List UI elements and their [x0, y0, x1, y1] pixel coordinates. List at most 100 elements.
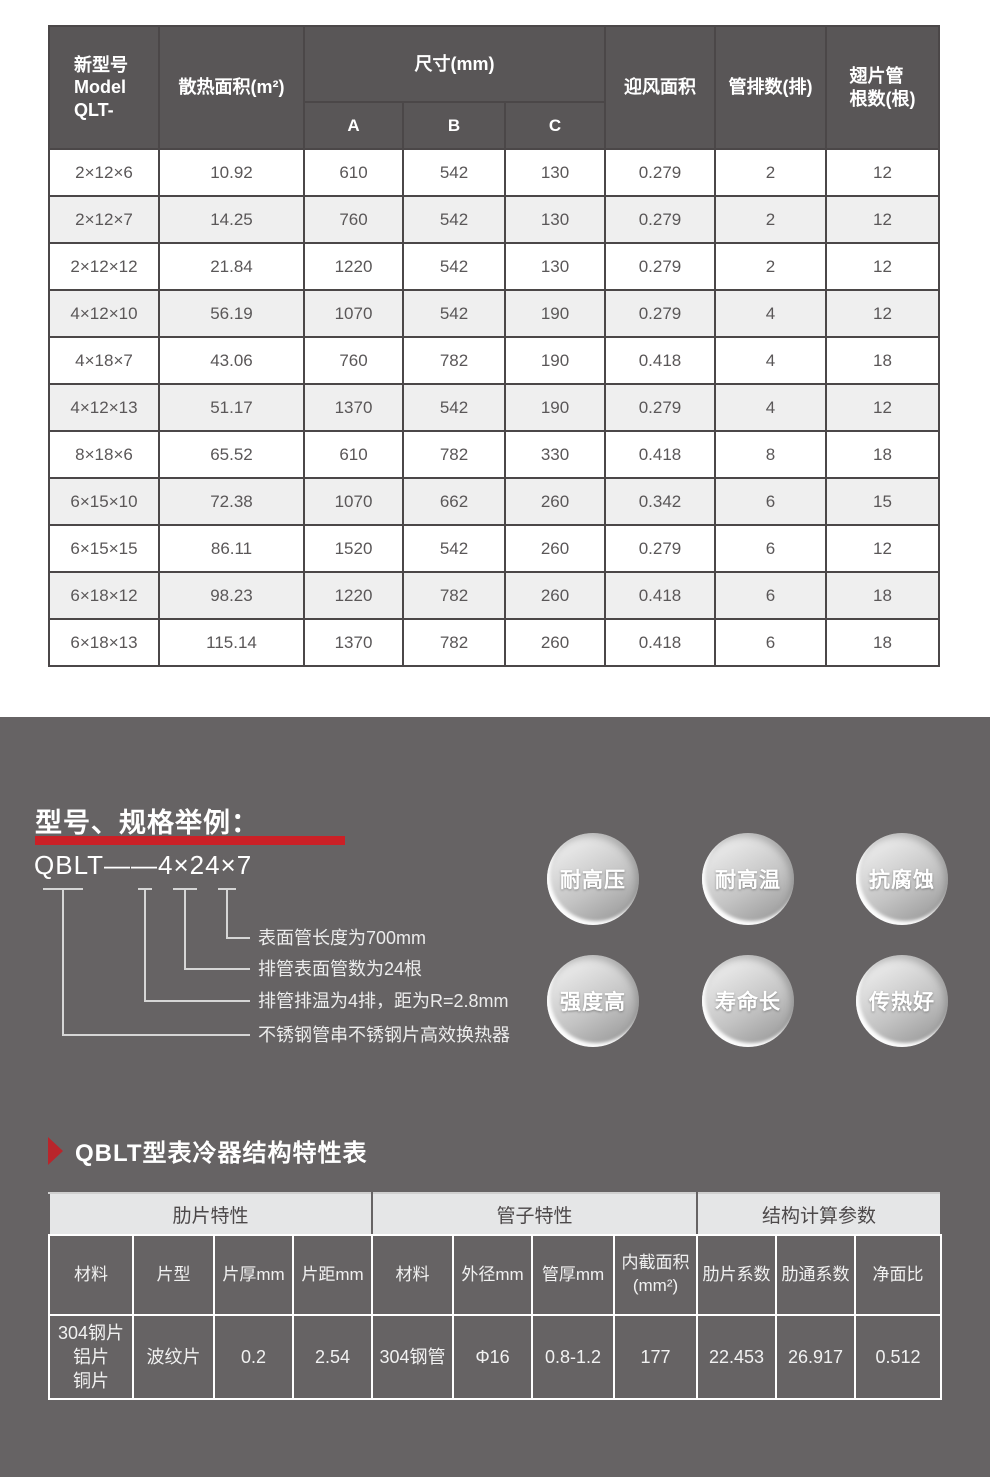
- spec-table-cell: 12: [825, 148, 940, 197]
- spec-table-cell: 12: [825, 242, 940, 291]
- spec-table-cell: 542: [402, 289, 506, 338]
- spec-table-cell: 51.17: [158, 383, 305, 432]
- spec-table-cell: 12: [825, 524, 940, 573]
- spec-table-cell: 2×12×12: [48, 242, 160, 291]
- spec-table-cell: 8: [714, 430, 827, 479]
- structure-table-value: 0.2: [213, 1314, 294, 1400]
- spec-table-row: 4×12×13 51.17 1370 542 190 0.279 4 12: [48, 383, 940, 432]
- structure-table-subheader: 净面比: [854, 1234, 943, 1316]
- structure-table-value: 177: [613, 1314, 699, 1400]
- badge-high-pressure: 耐高压: [547, 833, 639, 925]
- spec-table-cell: 15: [825, 477, 940, 526]
- spec-table-cell: 190: [504, 383, 606, 432]
- spec-table-cell: 1220: [303, 571, 404, 620]
- spec-table-cell: 662: [402, 477, 506, 526]
- spec-table-cell: 130: [504, 148, 606, 197]
- spec-table-cell: 0.418: [604, 618, 716, 667]
- spec-table-cell: 1070: [303, 477, 404, 526]
- spec-table-cell: 0.279: [604, 289, 716, 338]
- structure-table-subheader: 肋片系数: [696, 1234, 778, 1316]
- spec-table-cell: 6×18×13: [48, 618, 160, 667]
- spec-table-cell: 0.279: [604, 148, 716, 197]
- spec-table-cell: 782: [402, 571, 506, 620]
- spec-table-cell: 4: [714, 336, 827, 385]
- spec-table-cell: 130: [504, 195, 606, 244]
- heading-underline: [35, 836, 345, 845]
- spec-table-cell: 2: [714, 148, 827, 197]
- spec-table-cell: 610: [303, 430, 404, 479]
- spec-table-cell: 542: [402, 383, 506, 432]
- spec-table-cell: 542: [402, 242, 506, 291]
- spec-table-row: 4×12×10 56.19 1070 542 190 0.279 4 12: [48, 289, 940, 338]
- spec-table-cell: 18: [825, 336, 940, 385]
- structure-table-subheader: 片厚mm: [213, 1234, 294, 1316]
- spec-table-row: 6×18×12 98.23 1220 782 260 0.418 6 18: [48, 571, 940, 620]
- spec-table-cell: 1520: [303, 524, 404, 573]
- spec-table-cell: 0.279: [604, 383, 716, 432]
- spec-table-cell: 542: [402, 148, 506, 197]
- spec-table-cell: 610: [303, 148, 404, 197]
- spec-table-row: 2×12×6 10.92 610 542 130 0.279 2 12: [48, 148, 940, 197]
- spec-table-cell: 190: [504, 336, 606, 385]
- structure-table-value: 2.54: [291, 1314, 374, 1400]
- col-header-model: 新型号 Model QLT-: [48, 25, 160, 150]
- spec-table-cell: 0.418: [604, 571, 716, 620]
- spec-table-cell: 2×12×7: [48, 195, 160, 244]
- spec-table-cell: 6: [714, 477, 827, 526]
- spec-table-cell: 760: [303, 195, 404, 244]
- structure-table-subheader: 片距mm: [291, 1234, 374, 1316]
- spec-table-cell: 18: [825, 618, 940, 667]
- spec-table-cell: 72.38: [158, 477, 305, 526]
- col-header-size-c: C: [504, 101, 606, 150]
- spec-table-row: 6×15×15 86.11 1520 542 260 0.279 6 12: [48, 524, 940, 573]
- spec-table-cell: 260: [504, 618, 606, 667]
- col-header-tube-rows: 管排数(排): [714, 25, 827, 150]
- spec-table-row: 4×18×7 43.06 760 782 190 0.418 4 18: [48, 336, 940, 385]
- spec-table-cell: 760: [303, 336, 404, 385]
- structure-table-subheader: 片型: [132, 1234, 215, 1316]
- spec-table-cell: 4: [714, 383, 827, 432]
- group-header-tube: 管子特性: [371, 1192, 699, 1236]
- spec-table-cell: 260: [504, 524, 606, 573]
- spec-table-row: 6×15×10 72.38 1070 662 260 0.342 6 15: [48, 477, 940, 526]
- spec-table-cell: 782: [402, 430, 506, 479]
- structure-table-subheader: 管厚mm: [531, 1234, 616, 1316]
- spec-table-cell: 542: [402, 195, 506, 244]
- example-heading: 型号、规格举例：: [35, 808, 259, 838]
- spec-table-row: 6×18×13 115.14 1370 782 260 0.418 6 18: [48, 618, 940, 667]
- spec-table-cell: 260: [504, 571, 606, 620]
- spec-table-cell: 4×12×13: [48, 383, 160, 432]
- spec-table-cell: 21.84: [158, 242, 305, 291]
- spec-table-cell: 1220: [303, 242, 404, 291]
- spec-table-cell: 8×18×6: [48, 430, 160, 479]
- spec-table-cell: 18: [825, 571, 940, 620]
- spec-table-cell: 4: [714, 289, 827, 338]
- spec-table-cell: 6×18×12: [48, 571, 160, 620]
- spec-table-cell: 18: [825, 430, 940, 479]
- col-header-windward-area: 迎风面积: [604, 25, 716, 150]
- spec-table-cell: 12: [825, 383, 940, 432]
- dark-section: 型号、规格举例： QBLT——4×24×7 表面管长度为700mm 排管表面管数…: [0, 717, 990, 1477]
- group-header-fin: 肋片特性: [47, 1192, 374, 1236]
- spec-table-cell: 190: [504, 289, 606, 338]
- structure-table-title-text: QBLT型表冷器结构特性表: [75, 1140, 368, 1167]
- spec-table-cell: 2: [714, 195, 827, 244]
- spec-table-cell: 2×12×6: [48, 148, 160, 197]
- spec-table-cell: 43.06: [158, 336, 305, 385]
- structure-table-subheader: 外径mm: [452, 1234, 534, 1316]
- structure-table-value: 304钢片 铝片 铜片: [48, 1314, 134, 1400]
- structure-table-value: 波纹片: [132, 1314, 215, 1400]
- callout-lines-diagram: [43, 888, 250, 1036]
- spec-table-cell: 0.279: [604, 195, 716, 244]
- spec-table-cell: 10.92: [158, 148, 305, 197]
- spec-table-cell: 12: [825, 195, 940, 244]
- spec-table-cell: 0.418: [604, 430, 716, 479]
- structure-table-value: 22.453: [696, 1314, 778, 1400]
- spec-table-cell: 6: [714, 618, 827, 667]
- structure-table-subheader: 肋通系数: [775, 1234, 857, 1316]
- badge-high-strength: 强度高: [547, 955, 639, 1047]
- structure-table-value: 26.917: [775, 1314, 857, 1400]
- structure-table-value: 304钢管: [371, 1314, 455, 1400]
- badge-long-life: 寿命长: [702, 955, 794, 1047]
- example-model-code: QBLT——4×24×7: [34, 850, 253, 880]
